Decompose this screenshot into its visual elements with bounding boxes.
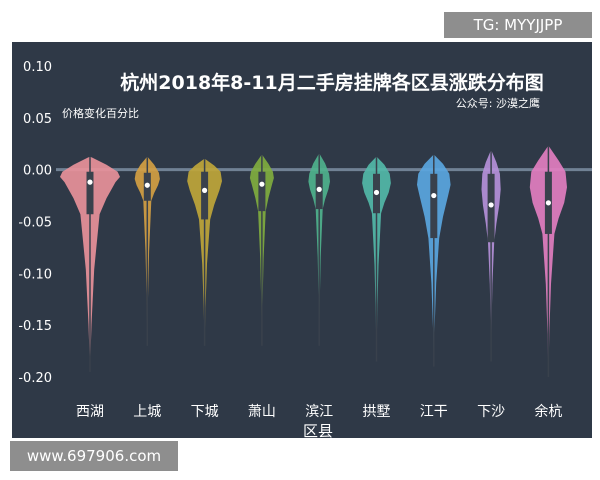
y-tick-label: -0.15 <box>18 319 52 334</box>
x-tick-label: 江干 <box>420 404 448 420</box>
y-tick-label: -0.20 <box>18 371 52 386</box>
chart-panel: 0.10 0.05 0.00 -0.05 -0.10 -0.15 -0.20 西湖 上城 下城 萧… <box>12 42 592 438</box>
violin-iqr-box <box>430 173 438 239</box>
y-tick-label: 0.00 <box>23 164 52 179</box>
x-tick-label: 滨江 <box>305 404 333 420</box>
violin-iqr-box <box>86 171 94 215</box>
violin-median-point <box>259 181 265 187</box>
violin-median-point <box>316 186 322 192</box>
x-tick-label: 下沙 <box>477 404 505 420</box>
violin-median-point <box>144 182 150 188</box>
y-tick-label: 0.10 <box>23 60 52 75</box>
x-tick-label: 西湖 <box>76 404 104 420</box>
violin-median-point <box>488 202 494 208</box>
watermark-top: TG: MYYJJPP <box>444 12 592 38</box>
x-axis: 西湖 上城 下城 萧山 滨江 拱墅 江干 下沙 余杭 <box>76 403 562 420</box>
violin-iqr-box <box>487 173 495 243</box>
violin-median-point <box>373 189 380 196</box>
violin-median-point <box>202 187 208 193</box>
x-tick-label: 萧山 <box>248 404 276 420</box>
y-axis-label: 价格变化百分比 <box>62 106 139 120</box>
y-axis: 0.10 0.05 0.00 -0.05 -0.10 -0.15 -0.20 <box>18 60 52 386</box>
y-tick-label: -0.05 <box>18 216 52 231</box>
chart-subtitle: 公众号: 沙漠之鹰 <box>456 96 540 110</box>
y-tick-label: 0.05 <box>23 112 52 127</box>
violin-chart: 0.10 0.05 0.00 -0.05 -0.10 -0.15 -0.20 西湖 上城 下城 萧… <box>18 60 592 438</box>
violin-iqr-box <box>258 171 266 212</box>
violin-median-point <box>545 200 552 206</box>
watermark-bottom: www.697906.com <box>10 441 178 471</box>
violin-median-point <box>87 179 93 185</box>
y-tick-label: -0.10 <box>18 267 52 282</box>
x-tick-label: 上城 <box>133 404 161 420</box>
violin-iqr-box <box>201 171 209 220</box>
x-tick-label: 余杭 <box>534 403 562 420</box>
x-tick-label: 下城 <box>191 404 219 420</box>
violin-median-point <box>431 192 437 199</box>
violins <box>60 146 567 377</box>
x-tick-label: 拱墅 <box>363 404 391 420</box>
x-axis-label: 区县 <box>303 422 333 438</box>
chart-title: 杭州2018年8-11月二手房挂牌各区县涨跌分布图 <box>120 71 543 94</box>
